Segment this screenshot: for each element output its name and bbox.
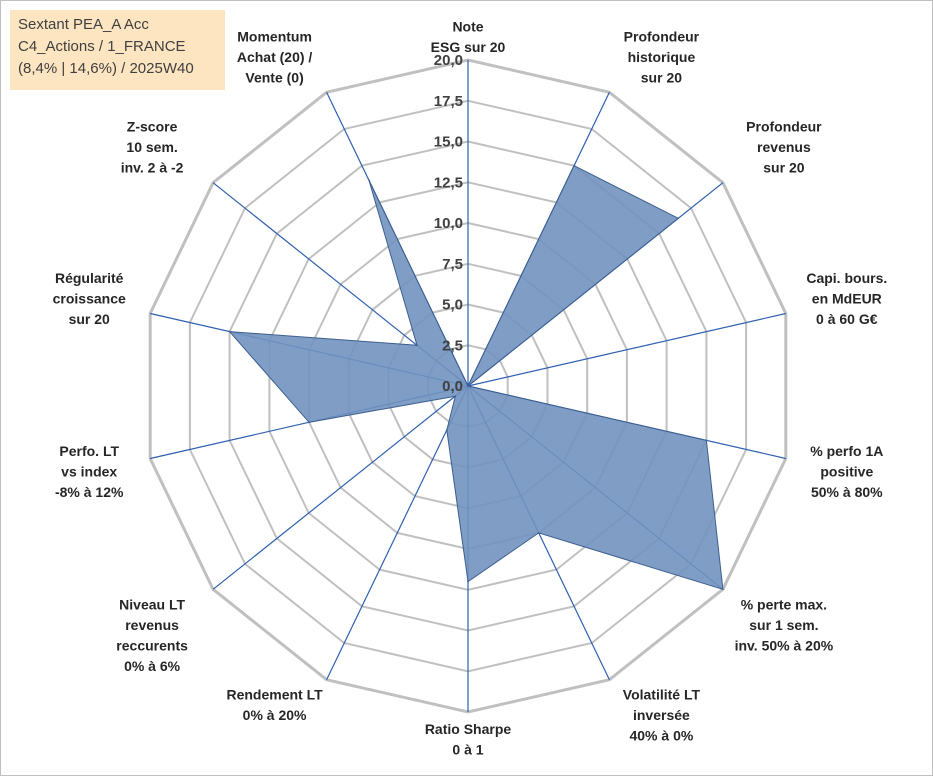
spoke-9 bbox=[212, 385, 469, 590]
axis-label-11: Régularité croissance sur 20 bbox=[53, 270, 126, 327]
axis-label-4-line-1: positive bbox=[820, 464, 873, 480]
axis-label-9-line-3: 0% à 6% bbox=[124, 658, 181, 674]
axis-label-9: Niveau LT revenus reccurents 0% à 6% bbox=[116, 596, 188, 674]
axis-label-1-line-2: sur 20 bbox=[641, 69, 682, 85]
fund-category: C4_Actions / 1_FRANCE bbox=[18, 38, 186, 55]
fund-name: Sextant PEA_A Acc bbox=[18, 16, 149, 33]
axis-label-12: Z-score 10 sem. inv. 2 à -2 bbox=[121, 119, 184, 176]
axis-label-1-line-0: Profondeur bbox=[624, 28, 700, 44]
axis-label-5: % perte max. sur 1 sem. inv. 50% à 20% bbox=[735, 596, 834, 653]
axis-label-7-line-0: Ratio Sharpe bbox=[425, 721, 512, 737]
axis-label-13: Momentum Achat (20) / Vente (0) bbox=[237, 28, 313, 85]
spoke-3 bbox=[467, 312, 786, 387]
tick-label-1: 2,5 bbox=[442, 337, 463, 354]
axis-label-3: Capi. bours. en MdEUR 0 à 60 G€ bbox=[806, 270, 887, 327]
spoke-8 bbox=[326, 385, 469, 680]
axis-label-13-line-1: Achat (20) / bbox=[237, 49, 313, 65]
series-area bbox=[228, 165, 724, 591]
data-point-9 bbox=[454, 395, 457, 398]
tick-label-6: 15,0 bbox=[434, 134, 463, 151]
axis-label-0: Note ESG sur 20 bbox=[431, 19, 506, 56]
axis-label-12-line-2: inv. 2 à -2 bbox=[121, 160, 184, 176]
axis-label-6-line-0: Volatilité LT bbox=[623, 687, 701, 703]
axis-label-7-line-1: 0 à 1 bbox=[452, 742, 483, 758]
axis-label-11-line-2: sur 20 bbox=[69, 311, 110, 327]
tick-label-8: 20,0 bbox=[434, 52, 463, 69]
axis-label-2-line-0: Profondeur bbox=[746, 119, 822, 135]
axis-label-10-line-1: vs index bbox=[61, 464, 117, 480]
radar-tick-labels: 0,0 2,5 5,0 7,5 10,0 12,5 15,0 17,5 20,0 bbox=[434, 52, 463, 395]
fund-info-box: Sextant PEA_A Acc C4_Actions / 1_FRANCE … bbox=[10, 10, 225, 90]
axis-label-5-line-2: inv. 50% à 20% bbox=[735, 637, 834, 653]
data-point-6 bbox=[537, 532, 540, 534]
axis-label-8-line-1: 0% à 20% bbox=[243, 707, 307, 723]
axis-label-9-line-2: reccurents bbox=[116, 637, 188, 653]
axis-label-9-line-1: revenus bbox=[125, 617, 179, 633]
data-point-13 bbox=[368, 179, 370, 182]
data-point-2 bbox=[677, 217, 680, 220]
axis-label-3-line-0: Capi. bours. bbox=[806, 270, 887, 286]
axis-label-0-line-0: Note bbox=[452, 19, 483, 35]
axis-label-6-line-1: inversée bbox=[633, 707, 690, 723]
data-point-10 bbox=[308, 421, 310, 424]
tick-label-5: 12,5 bbox=[434, 174, 463, 191]
axis-label-3-line-2: 0 à 60 G€ bbox=[816, 311, 878, 327]
axis-label-5-line-0: % perte max. bbox=[741, 596, 827, 612]
data-point-12 bbox=[416, 344, 418, 347]
radar-series bbox=[228, 164, 724, 591]
axis-label-1-line-1: historique bbox=[628, 49, 696, 65]
data-point-5 bbox=[722, 588, 724, 591]
axis-label-4-line-0: % perfo 1A bbox=[810, 443, 883, 459]
axis-label-4: % perfo 1A positive 50% à 80% bbox=[810, 443, 883, 500]
data-point-3 bbox=[467, 385, 469, 387]
data-point-7 bbox=[467, 580, 469, 583]
axis-label-10: Perfo. LT vs index -8% à 12% bbox=[55, 443, 124, 500]
axis-label-9-line-0: Niveau LT bbox=[119, 596, 185, 612]
axis-label-6: Volatilité LT inversée 40% à 0% bbox=[623, 687, 701, 744]
tick-label-2: 5,0 bbox=[442, 297, 463, 314]
axis-label-8-line-0: Rendement LT bbox=[226, 687, 323, 703]
axis-label-10-line-2: -8% à 12% bbox=[55, 484, 124, 500]
axis-label-3-line-1: en MdEUR bbox=[812, 291, 882, 307]
axis-label-13-line-0: Momentum bbox=[237, 28, 312, 44]
radar-axis-labels: Note ESG sur 20 Profondeur historique sur 20… bbox=[53, 19, 888, 758]
fund-stats: (8,4% | 14,6%) / 2025W40 bbox=[18, 60, 194, 77]
tick-label-7: 17,5 bbox=[434, 93, 463, 110]
axis-label-8: Rendement LT 0% à 20% bbox=[226, 687, 323, 724]
axis-label-4-line-2: 50% à 80% bbox=[811, 484, 883, 500]
tick-label-3: 7,5 bbox=[442, 256, 463, 273]
axis-label-5-line-1: sur 1 sem. bbox=[749, 617, 818, 633]
axis-label-12-line-0: Z-score bbox=[127, 119, 178, 135]
axis-label-11-line-0: Régularité bbox=[55, 270, 124, 286]
axis-label-1: Profondeur historique sur 20 bbox=[624, 28, 700, 85]
data-point-1 bbox=[573, 164, 575, 167]
tick-label-0: 0,0 bbox=[442, 378, 463, 395]
axis-label-2-line-2: sur 20 bbox=[763, 160, 804, 176]
axis-label-13-line-2: Vente (0) bbox=[245, 69, 303, 85]
tick-label-4: 10,0 bbox=[434, 215, 463, 232]
axis-label-2: Profondeur revenus sur 20 bbox=[746, 119, 822, 176]
axis-label-2-line-1: revenus bbox=[757, 139, 811, 155]
axis-label-6-line-2: 40% à 0% bbox=[629, 728, 693, 744]
axis-label-7: Ratio Sharpe 0 à 1 bbox=[425, 721, 512, 758]
axis-label-10-line-0: Perfo. LT bbox=[59, 443, 119, 459]
data-point-4 bbox=[705, 439, 708, 442]
axis-label-12-line-1: 10 sem. bbox=[126, 139, 177, 155]
axis-label-0-line-1: ESG sur 20 bbox=[431, 39, 506, 55]
axis-label-11-line-1: croissance bbox=[53, 291, 126, 307]
data-point-11 bbox=[228, 330, 231, 333]
data-point-8 bbox=[446, 429, 448, 431]
